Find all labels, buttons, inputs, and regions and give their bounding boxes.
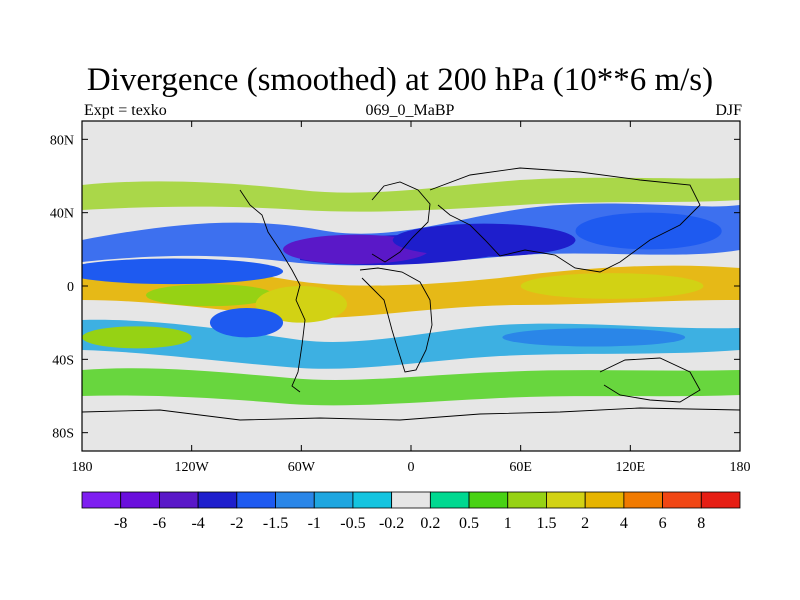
divergence-blob-7 [82, 326, 192, 349]
lon-tick-label-3: 0 [408, 460, 415, 475]
lon-tick-label-2: 60W [288, 460, 316, 475]
colorbar-box-9 [429, 491, 470, 509]
colorbar-label-13: 4 [620, 515, 628, 532]
divergence-blob-5 [255, 286, 348, 323]
divergence-blob-0 [82, 258, 284, 285]
colorbar-box-1 [120, 491, 160, 509]
colorbar-box-15 [662, 491, 702, 509]
colorbar-box-14 [623, 491, 663, 509]
colorbar-box-3 [197, 491, 238, 509]
lat-tick-label-0: 80N [50, 133, 74, 148]
lat-tick-label-3: 40S [52, 353, 74, 368]
colorbar-label-2: -4 [191, 515, 204, 532]
band-southern-positive [82, 368, 740, 406]
colorbar-box-12 [546, 491, 586, 509]
colorbar-box-13 [584, 491, 625, 509]
divergence-blob-9 [209, 308, 284, 338]
colorbar-label-15: 8 [697, 515, 705, 532]
lon-tick-label-6: 180 [730, 460, 751, 475]
colorbar-label-9: 0.5 [459, 515, 479, 532]
colorbar-box-0 [81, 491, 122, 509]
colorbar-label-6: -0.5 [340, 515, 365, 532]
season-label: DJF [715, 102, 742, 119]
colorbar-label-8: 0.2 [420, 515, 440, 532]
colorbar-label-11: 1.5 [536, 515, 556, 532]
colorbar-box-6 [313, 491, 354, 509]
colorbar-label-12: 2 [581, 515, 589, 532]
divergence-blob-8 [502, 328, 686, 347]
colorbar-box-16 [700, 491, 741, 509]
map-axes: 180 120W 60W 0 60E 120E 180 80N 40N 0 40S 80S [50, 121, 751, 475]
lon-tick-label-5: 120E [616, 460, 646, 475]
lat-tick-label-2: 0 [67, 280, 74, 295]
colorbar-label-10: 1 [504, 515, 512, 532]
divergence-blob-2 [392, 223, 576, 257]
band-arctic-positive [82, 177, 740, 212]
lat-tick-label-1: 40N [50, 207, 74, 222]
divergence-blob-3 [575, 212, 722, 250]
divergence-blob-6 [520, 273, 704, 299]
colorbar-box-4 [236, 491, 276, 509]
colorbar-box-2 [159, 491, 199, 509]
plot-title: Divergence (smoothed) at 200 hPa (10**6 … [86, 62, 714, 98]
colorbar-label-5: -1 [308, 515, 321, 532]
colorbar-label-4: -1.5 [263, 515, 288, 532]
colorbar-box-5 [275, 491, 315, 509]
colorbar-box-7 [352, 491, 393, 509]
colorbar-box-11 [507, 491, 547, 509]
lon-tick-label-4: 60E [509, 460, 532, 475]
colorbar-label-1: -6 [153, 515, 166, 532]
divergence-field [82, 167, 740, 421]
divergence-blob-4 [145, 284, 274, 307]
colorbar-label-0: -8 [114, 515, 127, 532]
lon-tick-label-1: 120W [175, 460, 210, 475]
experiment-label: Expt = texko [84, 102, 167, 119]
colorbar-label-14: 6 [659, 515, 667, 532]
colorbar-label-7: -0.2 [379, 515, 404, 532]
lat-tick-label-4: 80S [52, 427, 74, 442]
coastlines [82, 167, 740, 421]
colorbar-box-10 [468, 491, 509, 509]
colorbar-box-8 [391, 491, 431, 509]
colorbar-label-3: -2 [230, 515, 243, 532]
lon-tick-label-0: 180 [72, 460, 93, 475]
run-label: 069_0_MaBP [365, 102, 455, 119]
